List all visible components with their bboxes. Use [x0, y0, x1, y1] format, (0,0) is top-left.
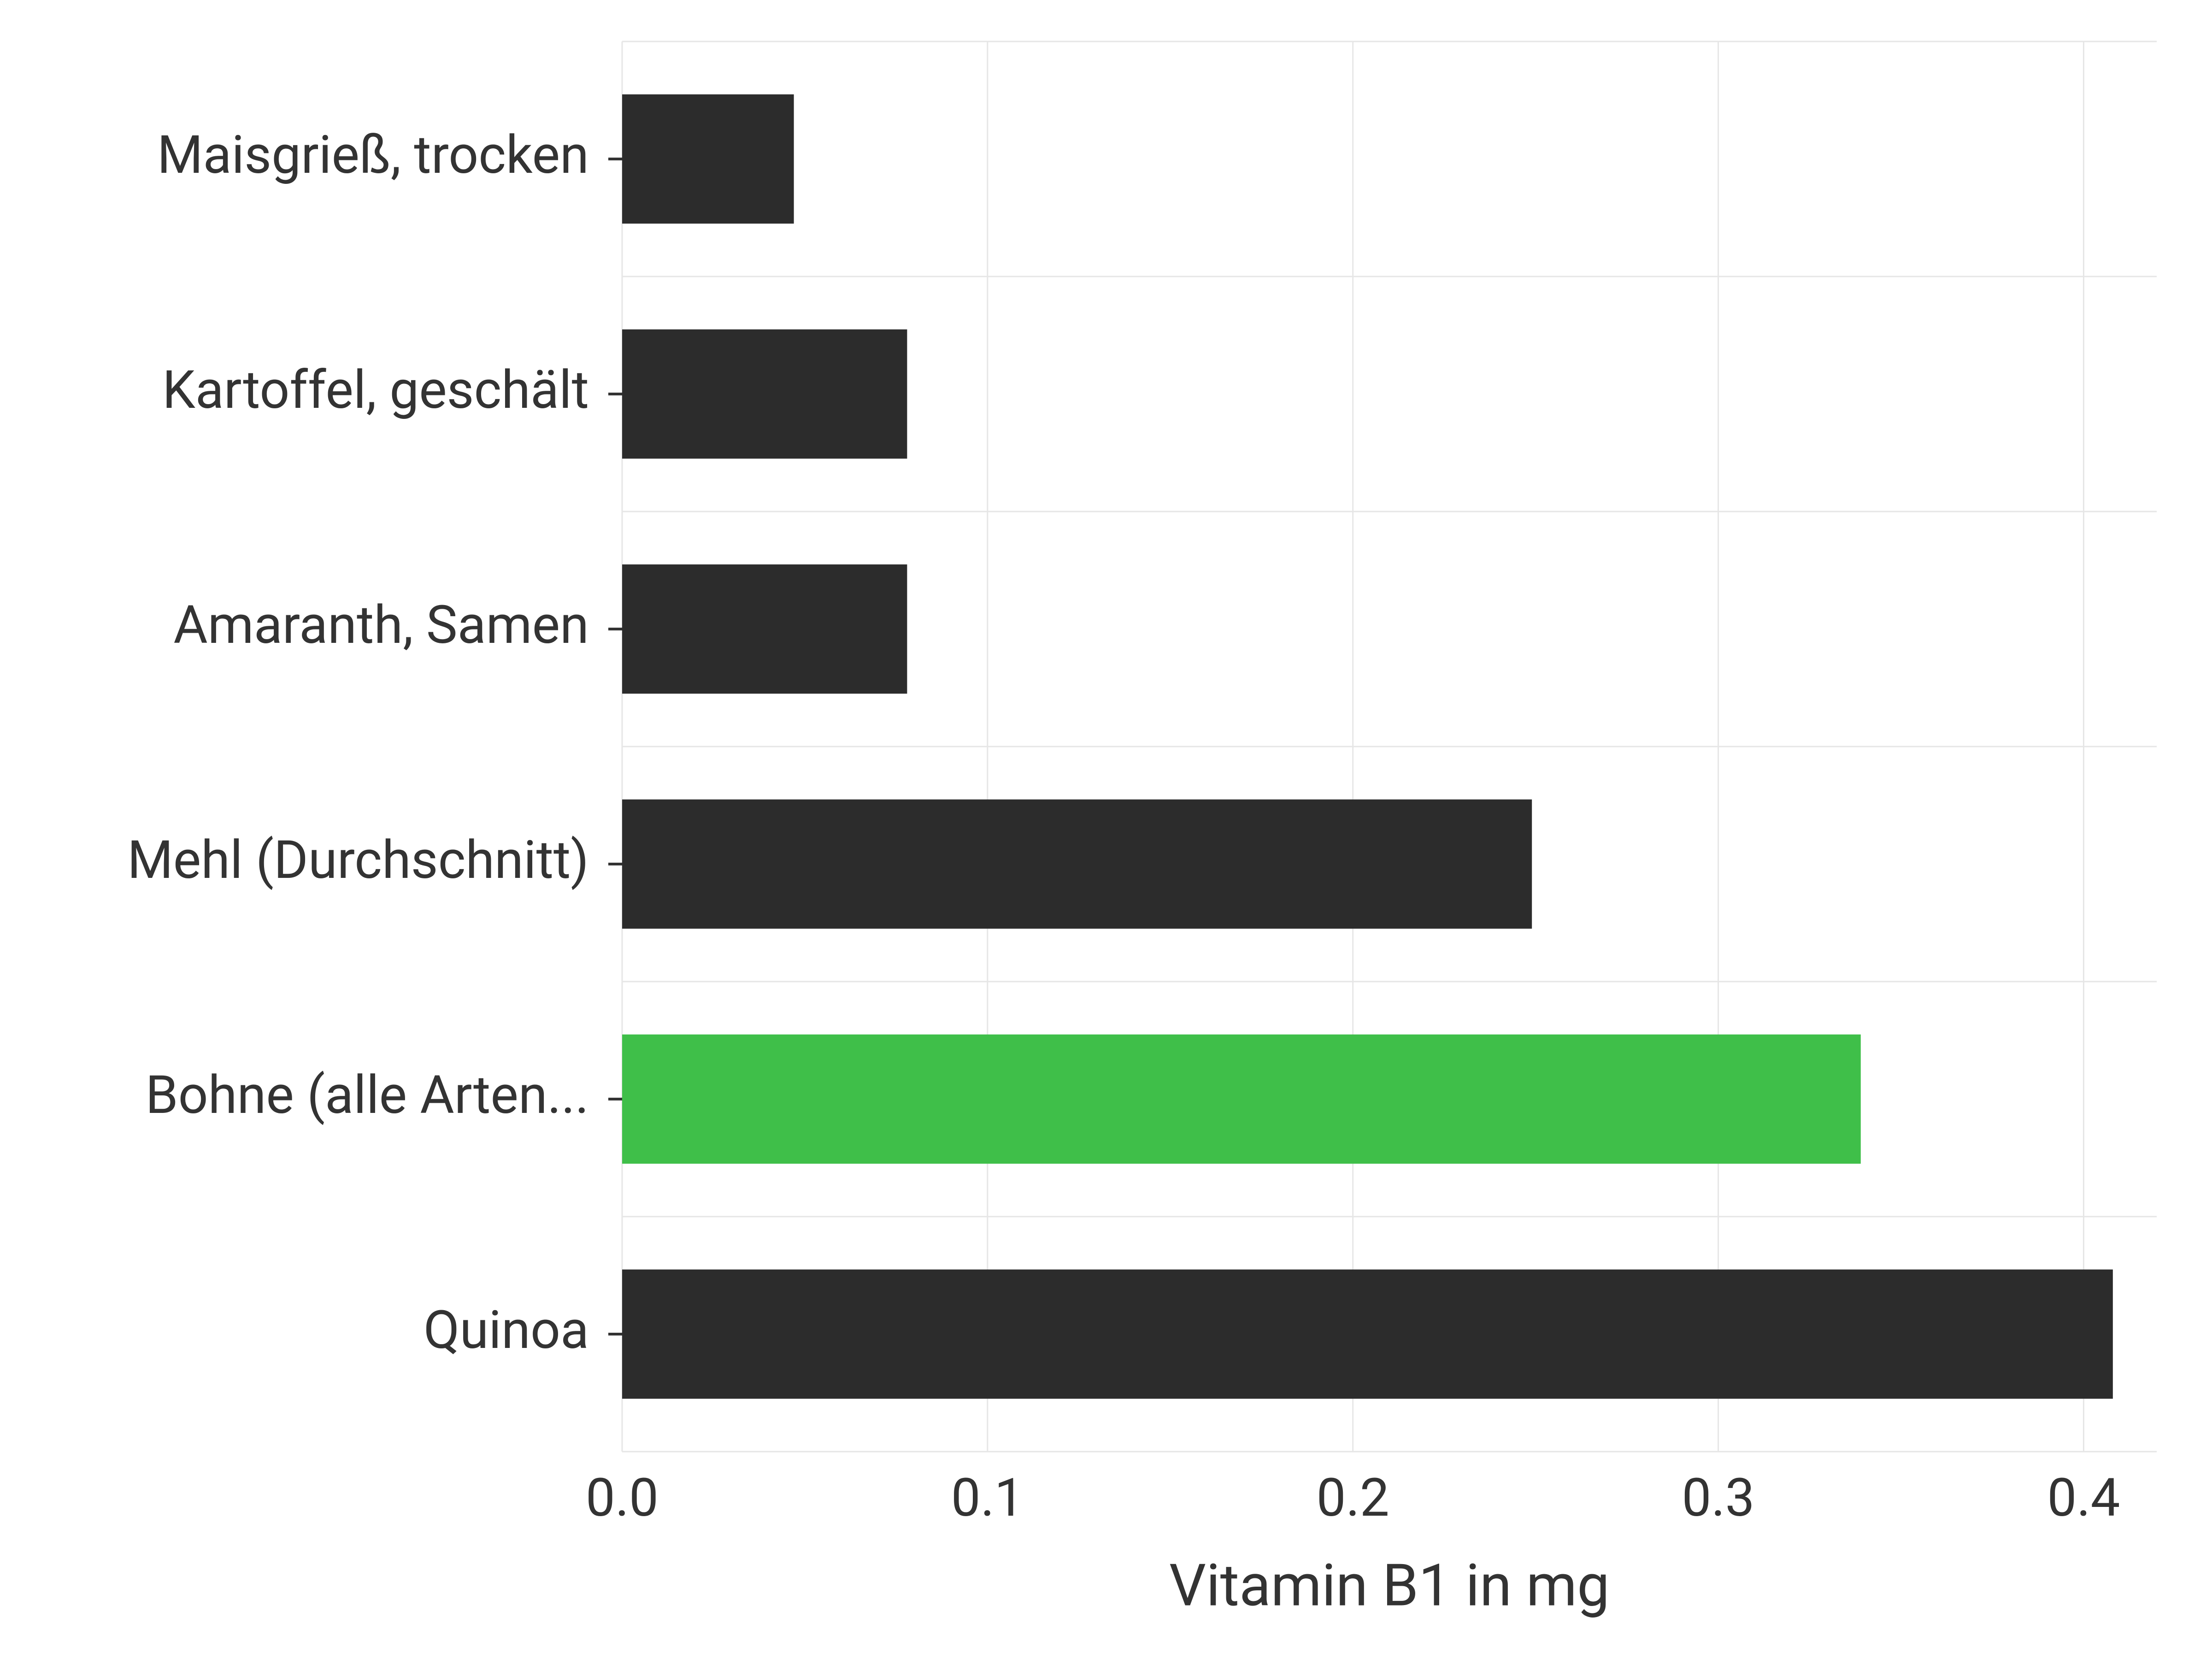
bar	[622, 329, 907, 459]
bar	[622, 800, 1532, 929]
bar	[622, 1035, 1861, 1164]
x-tick-label: 0.2	[1317, 1467, 1389, 1529]
vitamin-b1-bar-chart: Maisgrieß, trocken Kartoffel, geschält Ama…	[0, 0, 2212, 1659]
x-tick-label: 0.0	[586, 1467, 659, 1529]
bar	[622, 94, 794, 224]
y-tick-label: Maisgrieß, trocken	[157, 124, 589, 186]
x-tick-label: 0.1	[951, 1467, 1024, 1529]
y-tick-label: Quinoa	[424, 1299, 589, 1361]
y-tick-label: Bohne (alle Arten...	[146, 1064, 589, 1126]
bar	[622, 1270, 2113, 1399]
bar	[622, 565, 907, 694]
y-tick-label: Mehl (Durchschnitt)	[127, 829, 589, 891]
x-axis-title: Vitamin B1 in mg	[1169, 1552, 1610, 1620]
y-tick-label: Amaranth, Samen	[173, 594, 589, 656]
x-tick-label: 0.4	[2047, 1467, 2120, 1529]
y-tick-label: Kartoffel, geschält	[162, 359, 589, 421]
x-tick-label: 0.3	[1682, 1467, 1754, 1529]
chart-container: Maisgrieß, trocken Kartoffel, geschält Ama…	[0, 0, 2212, 1659]
